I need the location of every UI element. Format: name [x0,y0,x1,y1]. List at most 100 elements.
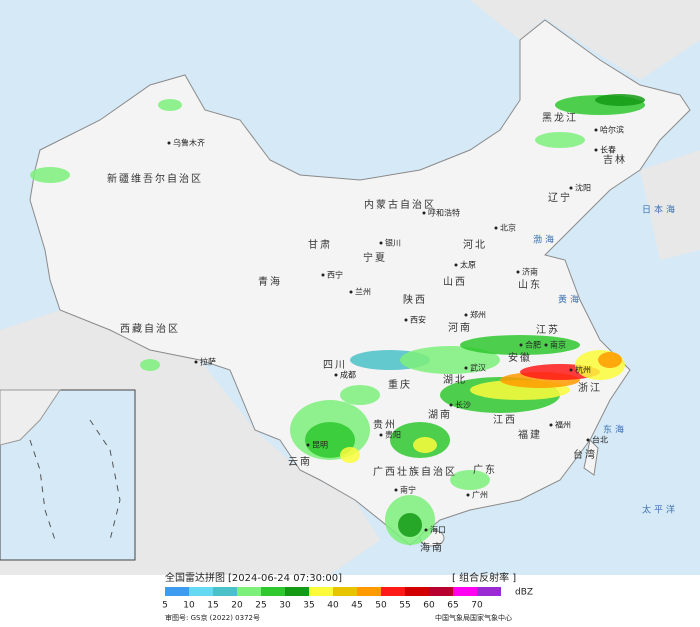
city-dot [466,493,470,497]
city-label: 成都 [340,370,356,380]
city-dot [394,488,398,492]
echo [340,447,360,463]
legend-value: 40 [327,601,339,611]
city-dot [424,528,428,532]
city-dot [544,343,548,347]
city-dot [334,373,338,377]
city-label: 贵阳 [385,430,401,440]
city-label: 广州 [472,490,488,500]
city-dot [586,438,590,442]
sea-label: 黄海 [558,294,582,306]
legend-value: 60 [423,601,435,611]
region-label: 重庆 [388,378,412,391]
city-dot [194,360,198,364]
echo [30,167,70,183]
region-label: 甘肃 [308,238,332,251]
city-label: 武汉 [470,363,486,373]
city-dot [464,313,468,317]
city-label: 乌鲁木齐 [173,138,205,148]
region-label: 浙江 [578,382,602,394]
legend-unit: dBZ [515,588,533,598]
region-label: 安徽 [508,351,532,364]
city-label: 台北 [592,435,608,445]
legend-value: 70 [471,601,483,611]
region-label: 黑龙江 [542,111,578,124]
legend-swatch [357,587,381,596]
region-label: 江苏 [536,323,560,336]
legend-swatch [381,587,405,596]
city-dot [594,148,598,152]
legend-value: 55 [399,601,410,611]
legend-value: 25 [255,601,266,611]
city-label: 长春 [600,145,616,155]
echo [340,385,380,405]
region-label: 云南 [288,455,312,468]
region-label: 辽宁 [548,191,572,204]
city-label: 济南 [522,267,538,277]
inset-boundary [29,419,121,541]
city-label: 西宁 [327,270,343,280]
legend-swatch [261,587,285,596]
legend-swatch [189,587,213,596]
city-dot [321,273,325,277]
city-label: 哈尔滨 [600,125,624,135]
city-dot [454,263,458,267]
city-dot [349,290,353,294]
city-label: 南京 [550,340,566,350]
legend-value: 65 [447,601,458,611]
inset-land [0,389,61,446]
legend-swatch [405,587,429,596]
radar-echoes [15,94,645,545]
region-label: 河南 [448,321,472,334]
approval-number: 审图号: GS京 (2022) 0372号 [165,613,260,622]
city-dot [422,211,426,215]
city-label: 西安 [410,315,426,325]
timestamp: [2024-06-24 07:30:00] [228,573,342,584]
china-outline [29,19,691,546]
neighbor-land [0,0,700,575]
echo [140,359,160,371]
echo [158,99,182,111]
city-label: 郑州 [470,310,486,320]
legend-value: 5 [162,601,168,611]
legend-swatch [453,587,477,596]
city-label: 杭州 [575,365,591,375]
region-label: 江西 [493,414,517,426]
legend-swatch [333,587,357,596]
region-label: 陕西 [403,293,427,306]
city-dot [594,128,598,132]
city-dot [519,343,523,347]
sea-label: 太平洋 [642,504,678,516]
region-label: 湖北 [443,374,467,386]
region-label: 内蒙古自治区 [364,198,436,211]
city-dot [494,226,498,230]
echo [305,422,355,458]
legend-value: 50 [375,601,387,611]
region-label: 广西壮族自治区 [373,465,457,478]
region-label: 新疆维吾尔自治区 [107,172,203,185]
echo [398,513,422,537]
region-label: 山西 [443,276,467,288]
legend-value: 10 [183,601,195,611]
city-label: 海口 [430,525,446,535]
city-dot [167,141,171,145]
city-dot [549,423,553,427]
region-label: 海南 [420,541,444,554]
city-label: 兰州 [355,287,371,297]
region-label: 台湾 [573,448,597,461]
legend-value: 20 [231,601,243,611]
city-label: 沈阳 [575,183,591,193]
city-label: 合肥 [525,340,541,350]
legend-swatch [285,587,309,596]
city-dot [516,270,520,274]
legend-swatch [237,587,261,596]
legend-swatch [165,587,189,596]
product-name: [ 组合反射率 ] [452,571,516,584]
legend-swatch [309,587,333,596]
sea-label: 日本海 [642,204,678,216]
echo [450,470,490,490]
city-label: 长沙 [455,400,471,410]
city-dot [404,318,408,322]
